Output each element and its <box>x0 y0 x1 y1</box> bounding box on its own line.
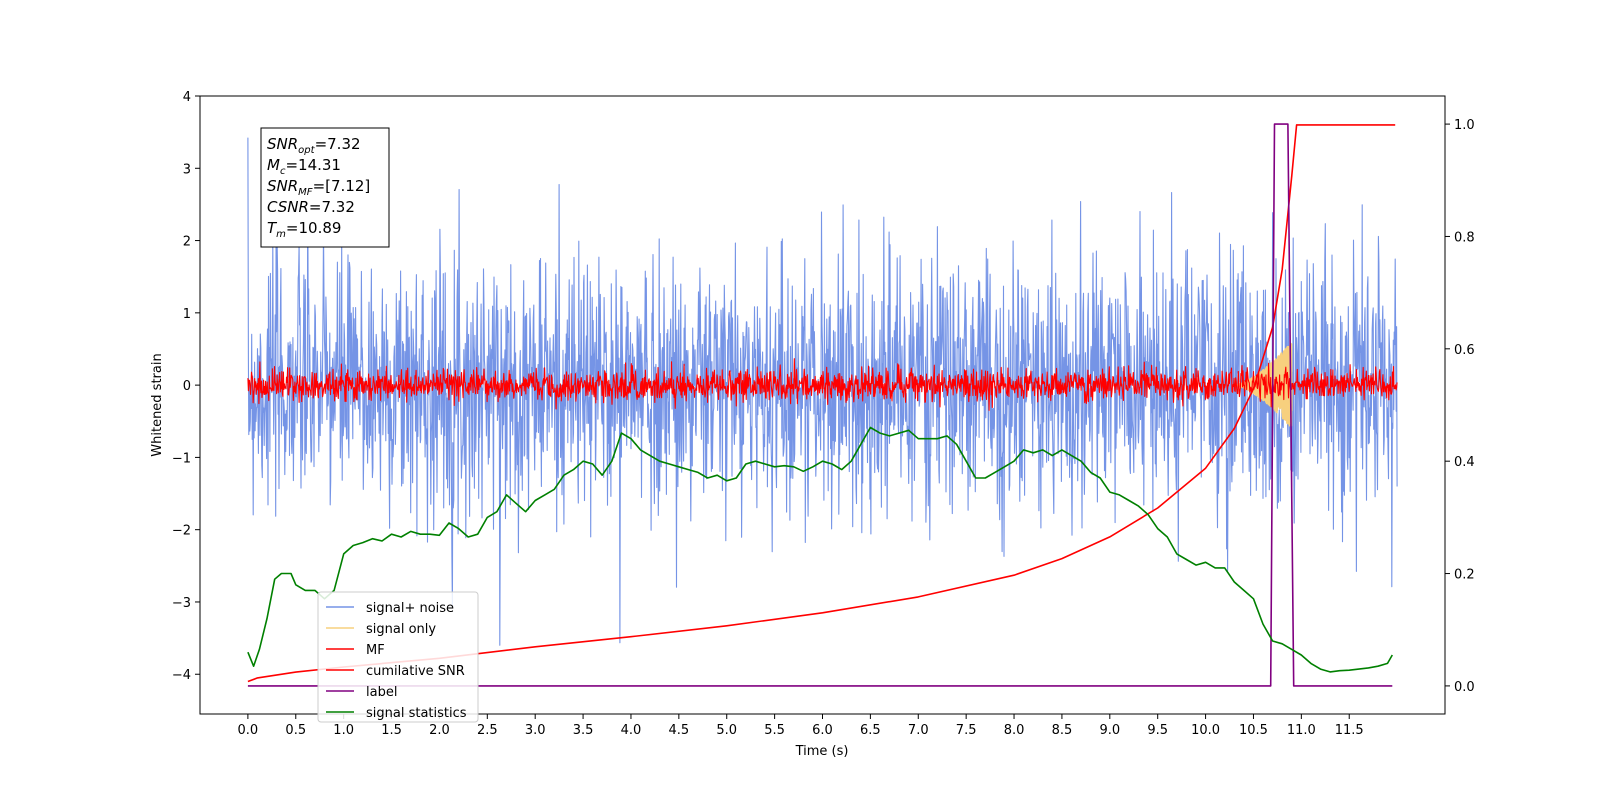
x-tick-label: 2.5 <box>477 723 498 738</box>
x-tick-label: 8.5 <box>1052 723 1073 738</box>
series-line-mf <box>247 358 1398 411</box>
y-right-tick-label: 0.2 <box>1454 568 1475 583</box>
x-tick-label: 10.5 <box>1239 723 1268 738</box>
x-tick-label: 0.0 <box>238 723 259 738</box>
annotation-value: =7.32 <box>309 198 355 216</box>
annotation-subscript: MF <box>298 187 313 198</box>
legend-label-mf: MF <box>366 643 385 658</box>
x-tick-label: 7.0 <box>908 723 929 738</box>
x-tick-label: 1.0 <box>333 723 354 738</box>
legend: signal+ noise signal only MF cumilative SNR… <box>317 591 479 723</box>
annotation-variable: M <box>267 156 280 174</box>
x-axis-label: Time (s) <box>795 744 849 759</box>
x-tick-label: 2.0 <box>429 723 450 738</box>
legend-frame <box>317 591 479 723</box>
annotation-variable: CSNR <box>267 198 309 216</box>
annotation-line: CSNR=7.32 <box>267 198 355 216</box>
y-tick-label: −4 <box>172 668 191 683</box>
legend-label-signal-statistics: signal statistics <box>366 706 467 721</box>
annotation-subscript: opt <box>298 145 315 156</box>
x-tick-label: 4.0 <box>621 723 642 738</box>
series-line-signal-statistics <box>247 426 1393 673</box>
y-tick-label: −2 <box>172 524 191 539</box>
x-tick-label: 0.5 <box>285 723 306 738</box>
y-tick-label: 3 <box>183 162 191 177</box>
x-tick-label: 5.5 <box>764 723 785 738</box>
annotation-frame <box>260 127 390 248</box>
legend-label-signal-noise: signal+ noise <box>366 601 454 616</box>
annotation-value: =[7.12] <box>313 177 371 195</box>
legend-label-cumilative-snr: cumilative SNR <box>366 664 465 679</box>
y-tick-label: 0 <box>183 379 191 394</box>
x-tick-label: 10.0 <box>1191 723 1220 738</box>
annotation-variable: SNR <box>267 177 298 195</box>
annotation-value: =10.89 <box>286 219 342 237</box>
annotation-lines: SNRopt=7.32Mc=14.31SNRMF=[7.12]CSNR=7.32… <box>267 135 370 240</box>
annotation-line: Mc=14.31 <box>267 156 341 177</box>
x-tick-label: 3.5 <box>573 723 594 738</box>
y-right-tick-label: 1.0 <box>1454 118 1475 133</box>
annotation-variable: SNR <box>267 135 298 153</box>
annotation-line: Tm=10.89 <box>267 219 341 240</box>
x-tick-label: 8.0 <box>1004 723 1025 738</box>
y-axis-right: 0.0 0.2 0.4 0.6 0.8 1.0 <box>1445 118 1475 695</box>
x-tick-label: 9.5 <box>1147 723 1168 738</box>
annotation-line: SNRopt=7.32 <box>267 135 361 156</box>
y-right-tick-label: 0.0 <box>1454 680 1475 695</box>
y-tick-label: 2 <box>183 235 191 250</box>
y-right-tick-label: 0.4 <box>1454 455 1475 470</box>
legend-entries: signal+ noise signal only MF cumilative SNR… <box>326 601 467 721</box>
series-line-signal-noise <box>247 137 1398 646</box>
x-tick-label: 6.0 <box>812 723 833 738</box>
x-tick-label: 7.5 <box>956 723 977 738</box>
series-line-label <box>247 123 1393 687</box>
x-tick-label: 9.0 <box>1099 723 1120 738</box>
y-right-tick-label: 0.8 <box>1454 230 1475 245</box>
annotation-value: =7.32 <box>315 135 361 153</box>
x-axis: 0.0 0.5 1.0 1.5 2.0 2.5 3.0 3.5 4.0 4.5 5.0 5.5 6.0 6… <box>238 714 1364 738</box>
x-tick-label: 6.5 <box>860 723 881 738</box>
y-tick-label: −3 <box>172 596 191 611</box>
y-axis-left: −4 −3 −2 −1 0 1 2 3 4 <box>172 90 200 683</box>
annotation-value: =14.31 <box>285 156 341 174</box>
annotation-subscript: m <box>276 229 286 240</box>
x-tick-label: 4.5 <box>669 723 690 738</box>
y-right-tick-label: 0.6 <box>1454 343 1475 358</box>
annotation-line: SNRMF=[7.12] <box>267 177 370 198</box>
x-tick-label: 11.0 <box>1287 723 1316 738</box>
legend-label-signal-only: signal only <box>366 622 436 637</box>
annotation-subscript: c <box>280 166 286 177</box>
x-tick-label: 1.5 <box>381 723 402 738</box>
y-axis-label: Whitened strain <box>150 353 165 456</box>
legend-label-label: label <box>366 685 397 700</box>
annotation-box: SNRopt=7.32Mc=14.31SNRMF=[7.12]CSNR=7.32… <box>260 127 390 248</box>
x-tick-label: 3.0 <box>525 723 546 738</box>
y-tick-label: −1 <box>172 451 191 466</box>
annotation-variable: T <box>267 219 278 237</box>
x-tick-label: 5.0 <box>716 723 737 738</box>
y-tick-label: 4 <box>183 90 191 105</box>
x-tick-label: 11.5 <box>1335 723 1364 738</box>
y-tick-label: 1 <box>183 307 191 322</box>
